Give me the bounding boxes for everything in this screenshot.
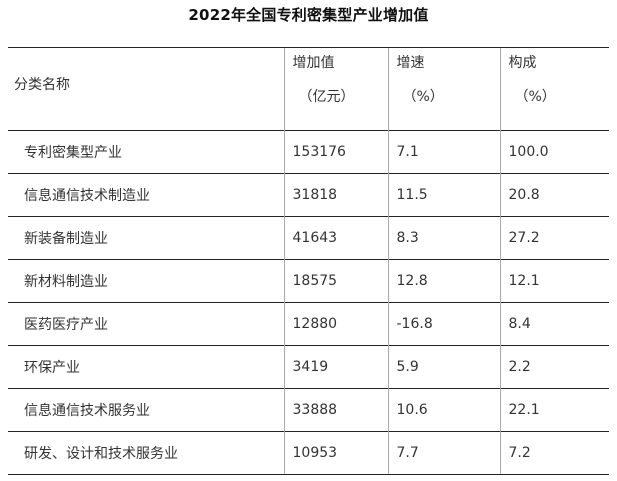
row-value: 3419: [283, 345, 388, 389]
table-row: 研发、设计和技术服务业 10953 7.7 7.2: [8, 431, 609, 475]
table-row: 医药医疗产业 12880 -16.8 8.4: [8, 302, 609, 346]
table-row: 专利密集型产业 153176 7.1 100.0: [8, 130, 609, 174]
header-value-added: 增加值 （亿元）: [283, 47, 388, 131]
row-growth: 5.9: [387, 345, 500, 389]
row-growth: 7.7: [387, 431, 500, 475]
industry-value-added-table: 分类名称 增加值 （亿元） 增速 （%） 构成 （%） 专利密集型产业 1531…: [8, 47, 609, 475]
row-value: 31818: [283, 173, 388, 217]
row-share: 20.8: [499, 173, 609, 217]
table-row: 信息通信技术制造业 31818 11.5 20.8: [8, 173, 609, 217]
row-growth: 12.8: [387, 259, 500, 303]
row-name: 新材料制造业: [8, 259, 284, 303]
row-share: 12.1: [499, 259, 609, 303]
row-share: 2.2: [499, 345, 609, 389]
header-value-added-label: 增加值: [292, 55, 335, 71]
header-value-added-unit: （亿元）: [298, 89, 355, 105]
row-name: 信息通信技术制造业: [8, 173, 284, 217]
row-value: 153176: [283, 130, 388, 174]
row-growth: -16.8: [387, 302, 500, 346]
row-name: 医药医疗产业: [8, 302, 284, 346]
row-value: 12880: [283, 302, 388, 346]
header-growth-unit: （%）: [402, 89, 444, 105]
row-value: 18575: [283, 259, 388, 303]
row-growth: 10.6: [387, 388, 500, 432]
row-share: 22.1: [499, 388, 609, 432]
header-growth-label: 增速: [396, 55, 425, 71]
table-row: 信息通信技术服务业 33888 10.6 22.1: [8, 388, 609, 432]
table-header-row: 分类名称 增加值 （亿元） 增速 （%） 构成 （%）: [8, 47, 609, 131]
row-name: 专利密集型产业: [8, 130, 284, 174]
row-share: 8.4: [499, 302, 609, 346]
row-growth: 8.3: [387, 216, 500, 260]
header-category: 分类名称: [8, 47, 284, 131]
row-name: 研发、设计和技术服务业: [8, 431, 284, 475]
row-name: 环保产业: [8, 345, 284, 389]
header-category-label: 分类名称: [14, 77, 70, 93]
row-value: 41643: [283, 216, 388, 260]
table-row: 环保产业 3419 5.9 2.2: [8, 345, 609, 389]
row-growth: 11.5: [387, 173, 500, 217]
row-value: 33888: [283, 388, 388, 432]
table-title: 2022年全国专利密集型产业增加值: [188, 6, 429, 24]
table-row: 新装备制造业 41643 8.3 27.2: [8, 216, 609, 260]
row-share: 100.0: [499, 130, 609, 174]
header-share: 构成 （%）: [499, 47, 609, 131]
row-share: 7.2: [499, 431, 609, 475]
header-share-label: 构成: [508, 55, 537, 71]
row-name: 新装备制造业: [8, 216, 284, 260]
row-share: 27.2: [499, 216, 609, 260]
header-share-unit: （%）: [514, 89, 556, 105]
row-value: 10953: [283, 431, 388, 475]
row-growth: 7.1: [387, 130, 500, 174]
table-row: 新材料制造业 18575 12.8 12.1: [8, 259, 609, 303]
row-name: 信息通信技术服务业: [8, 388, 284, 432]
header-growth: 增速 （%）: [387, 47, 500, 131]
